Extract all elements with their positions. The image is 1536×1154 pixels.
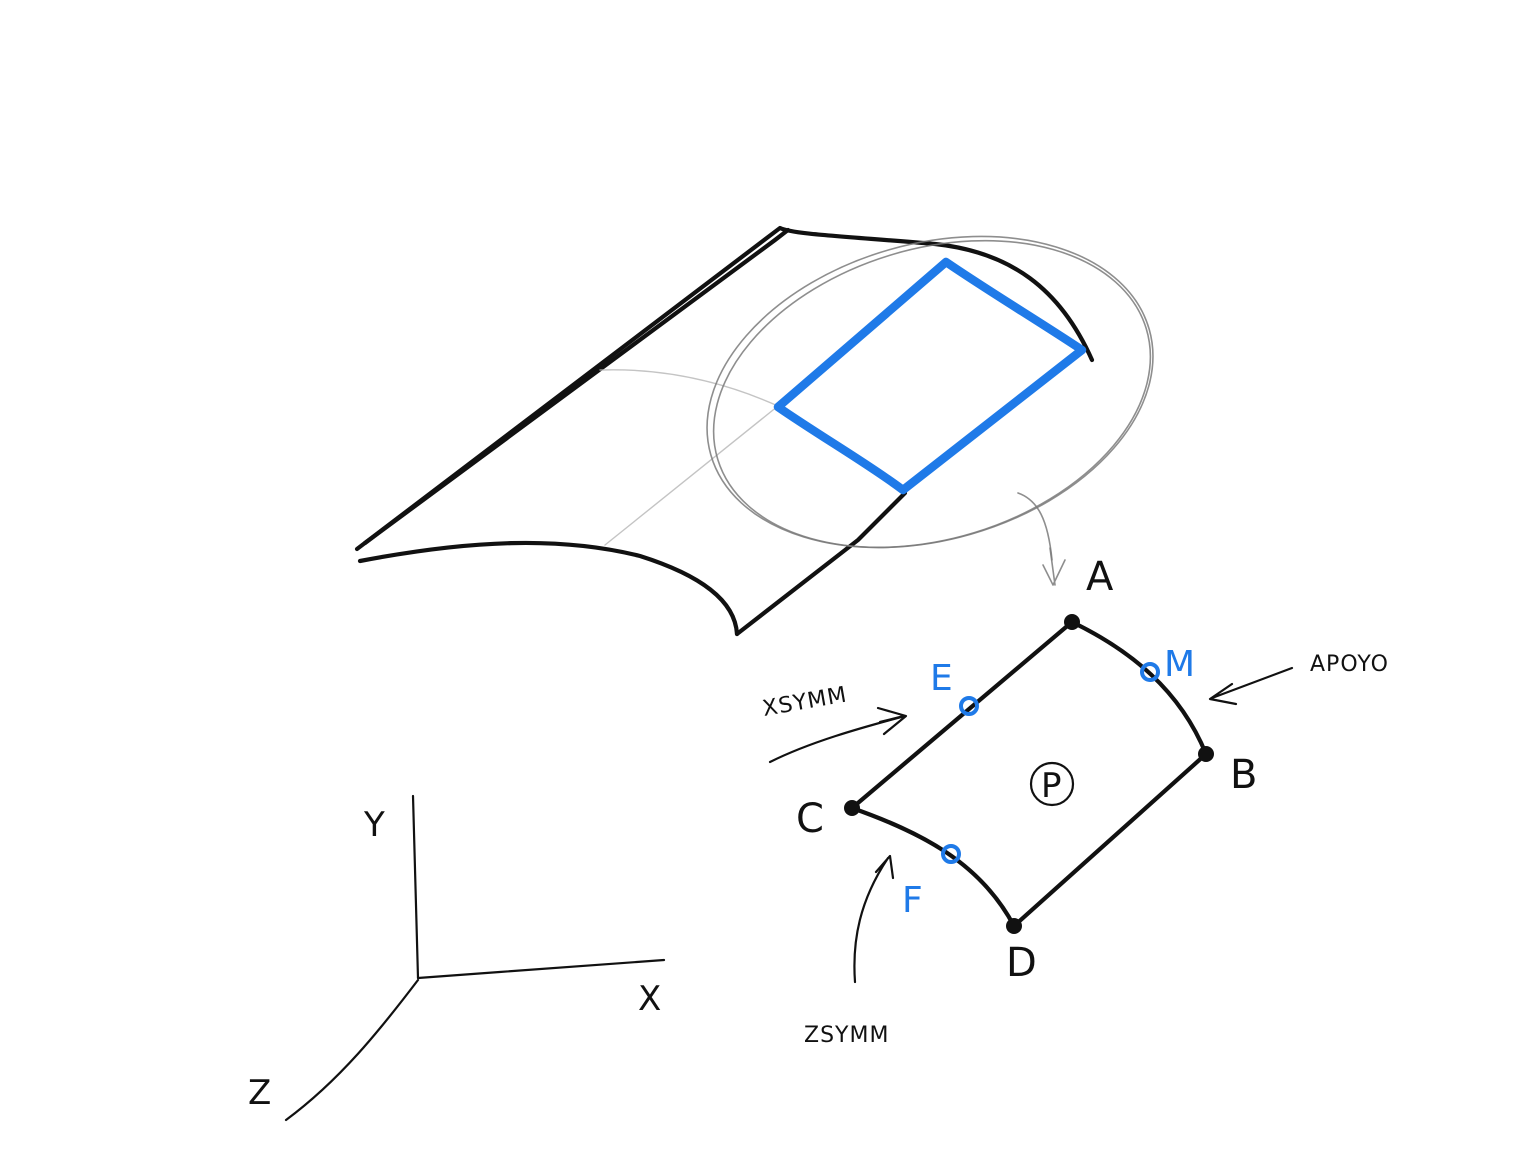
- axis-z-line: [284, 978, 420, 1122]
- label-point-e: E: [930, 658, 953, 699]
- apoyo-note: APOYO: [1310, 652, 1389, 677]
- panel-label: P: [1041, 766, 1062, 806]
- zoom-ellipse: [706, 235, 1154, 549]
- zsymm-arrow: [853, 854, 895, 984]
- label-point-f: F: [902, 880, 923, 921]
- detail-panel: A B C D E M F P: [796, 554, 1257, 986]
- label-node-d: D: [1006, 940, 1037, 986]
- xsymm-note: XSYMM: [761, 682, 849, 721]
- label-node-c: C: [796, 796, 824, 842]
- edge-ca: [849, 619, 1075, 811]
- zsymm-note: ZSYMM: [804, 1023, 889, 1048]
- shell-top-edge-inner: [362, 227, 791, 546]
- edge-bd: [1011, 751, 1209, 929]
- node-a: [1064, 614, 1080, 630]
- axis-z-label: Z: [248, 1073, 271, 1113]
- xsymm-arrow: [768, 706, 908, 764]
- boundary-annotations: XSYMM ZSYMM APOYO: [761, 652, 1389, 1048]
- point-m-marker: [1140, 662, 1160, 682]
- shell-right-edge: [734, 490, 908, 637]
- coordinate-axes: Y X Z: [248, 794, 666, 1122]
- node-b: [1198, 746, 1214, 762]
- apoyo-arrow: [1208, 666, 1294, 706]
- edge-ab: [1069, 619, 1209, 757]
- label-node-a: A: [1086, 554, 1114, 600]
- label-node-b: B: [1230, 752, 1257, 798]
- axis-y-line: [411, 794, 420, 980]
- zoom-arrow-head: [1042, 547, 1066, 586]
- highlighted-panel: [773, 257, 1087, 495]
- node-d: [1006, 918, 1022, 934]
- point-e-marker: [959, 696, 979, 716]
- zoom-ellipse-overstroke: [712, 239, 1152, 549]
- axis-x-label: X: [638, 979, 661, 1019]
- axis-y-label: Y: [363, 805, 385, 845]
- shell-midline-pencil: [599, 369, 779, 546]
- edge-cd: [849, 805, 1017, 929]
- point-f-marker: [941, 844, 961, 864]
- label-point-m: M: [1164, 644, 1195, 685]
- shell-front-curve: [357, 540, 740, 637]
- zoom-callout: [706, 235, 1154, 586]
- node-c: [844, 800, 860, 816]
- panel-label-circle: [1029, 761, 1075, 807]
- axis-x-line: [416, 958, 666, 980]
